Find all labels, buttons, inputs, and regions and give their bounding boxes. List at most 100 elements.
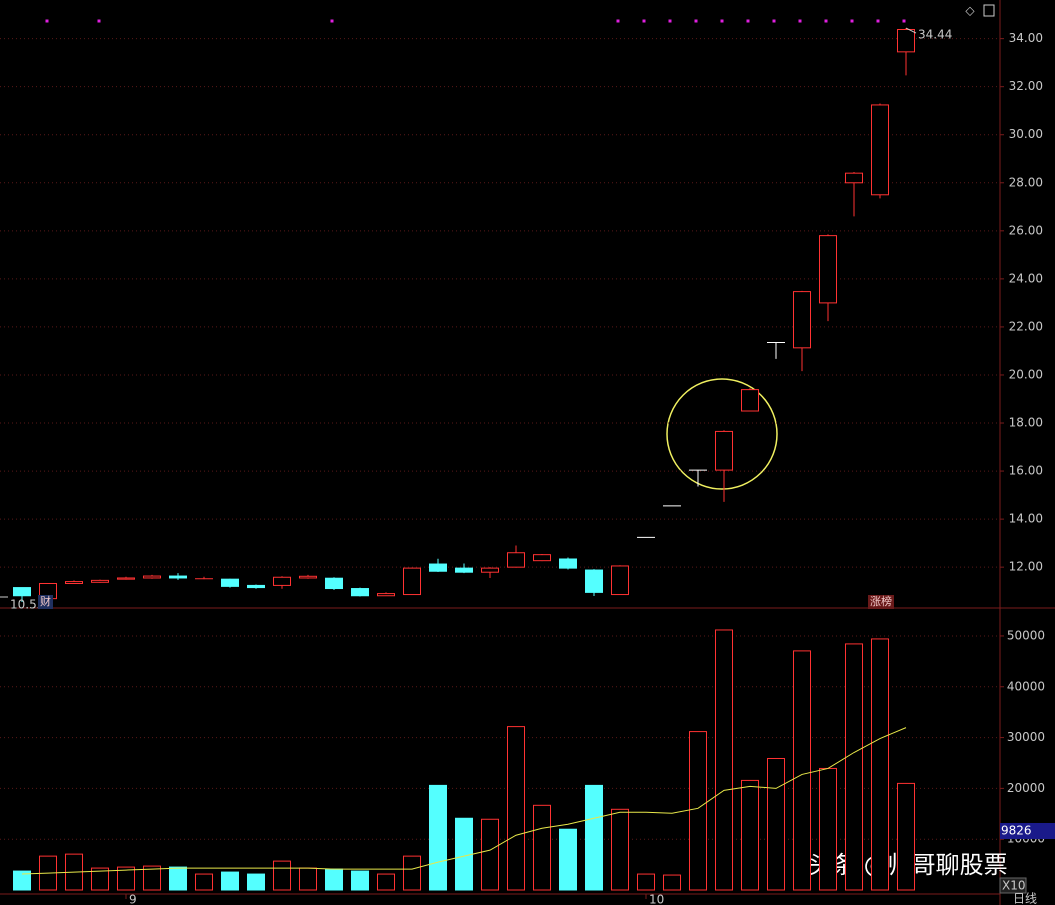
volume-bar [481, 818, 499, 891]
volume-bar [299, 867, 317, 891]
candle-body [377, 593, 395, 597]
candle-body [715, 430, 733, 471]
candle-body [273, 576, 291, 586]
scale-label: X10 [1002, 879, 1026, 893]
candle-body [65, 581, 83, 584]
volume-bar [663, 874, 681, 891]
volume-bar [507, 726, 525, 891]
event-marker [642, 19, 646, 23]
candle-body [91, 579, 109, 583]
y-tick-label: 30000 [1007, 730, 1045, 744]
volume-bar [871, 638, 889, 891]
volume-bar [611, 808, 629, 891]
candle-body [221, 578, 239, 587]
badge: 财 [40, 594, 51, 608]
event-marker [694, 19, 698, 23]
candle-body [897, 29, 915, 53]
candle-body [143, 575, 161, 579]
y-tick-label: 50000 [1007, 628, 1045, 642]
icon[interactable]: ◇ [965, 4, 975, 18]
volume-bar [819, 767, 837, 891]
volume-bar [793, 650, 811, 891]
badge-bg [38, 595, 53, 609]
x-tick-label: 10 [649, 893, 664, 905]
candle-body [455, 567, 473, 573]
candle-body [351, 588, 369, 597]
event-marker [824, 19, 828, 23]
y-tick-label: 20000 [1007, 781, 1045, 795]
candle-body [871, 104, 889, 196]
event-marker [850, 19, 854, 23]
y-tick-label: 16.00 [1009, 464, 1043, 478]
candle-body [585, 569, 603, 593]
candle-body [481, 567, 499, 573]
volume-bar [91, 867, 109, 891]
icon[interactable] [983, 4, 995, 17]
y-tick-label: 20.00 [1009, 367, 1043, 381]
volume-bar [247, 873, 265, 891]
volume-bar [767, 757, 785, 891]
annotation-label: 10.55 [10, 597, 44, 611]
candle-body [507, 552, 525, 568]
highlight-circle [666, 378, 778, 490]
volume-bar [195, 873, 213, 891]
y-tick-label: 24.00 [1009, 271, 1043, 285]
event-marker [876, 19, 880, 23]
event-marker [902, 19, 906, 23]
volume-bar [585, 784, 603, 891]
event-marker [330, 19, 334, 23]
candle-body [325, 577, 343, 590]
y-tick-label: 12.00 [1009, 560, 1043, 574]
volume-bar [559, 828, 577, 891]
candle-body [403, 567, 421, 596]
volume-ma-line [21, 727, 907, 875]
event-marker [772, 19, 776, 23]
y-tick-label: 22.00 [1009, 319, 1043, 333]
candle-body [429, 563, 447, 572]
volume-bar [143, 865, 161, 891]
y-tick-label: 14.00 [1009, 512, 1043, 526]
volume-bar [351, 870, 369, 891]
event-marker [668, 19, 672, 23]
y-tick-label: 40000 [1007, 679, 1045, 693]
candle-body [13, 587, 31, 597]
candle-body [299, 575, 317, 579]
y-tick-label: 34.00 [1009, 31, 1043, 45]
event-marker [45, 19, 49, 23]
volume-bar [429, 784, 447, 891]
period-label: 日线 [1013, 892, 1037, 905]
event-marker [97, 19, 101, 23]
badge-bg [868, 595, 894, 609]
candle-body [533, 554, 551, 562]
volume-bar [377, 873, 395, 891]
volume-bar [169, 866, 187, 891]
volume-bar [221, 871, 239, 891]
volume-label-bg [1000, 823, 1055, 839]
volume-bar [273, 860, 291, 891]
y-tick-label: 32.00 [1009, 79, 1043, 93]
candle-body [559, 558, 577, 569]
y-tick-label: 28.00 [1009, 175, 1043, 189]
annotation-leader [905, 27, 917, 34]
volume-bar [715, 629, 733, 891]
volume-bar [897, 782, 915, 891]
candle-body [793, 291, 811, 349]
volume-bar [403, 855, 421, 891]
candle-body [117, 577, 135, 580]
annotation-label: 34.44 [918, 28, 952, 42]
volume-bar [533, 804, 551, 891]
x-tick-label: 9 [129, 893, 137, 905]
volume-bar [689, 731, 707, 891]
y-tick-label: 18.00 [1009, 416, 1043, 430]
volume-bar [845, 643, 863, 891]
volume-bar [455, 817, 473, 891]
candle-body [247, 584, 265, 589]
volume-bar [741, 779, 759, 891]
volume-bar [13, 870, 31, 891]
candle-body [741, 389, 759, 412]
candle-body [819, 235, 837, 304]
y-tick-label: 30.00 [1009, 127, 1043, 141]
event-marker [746, 19, 750, 23]
candle-body [845, 172, 863, 184]
